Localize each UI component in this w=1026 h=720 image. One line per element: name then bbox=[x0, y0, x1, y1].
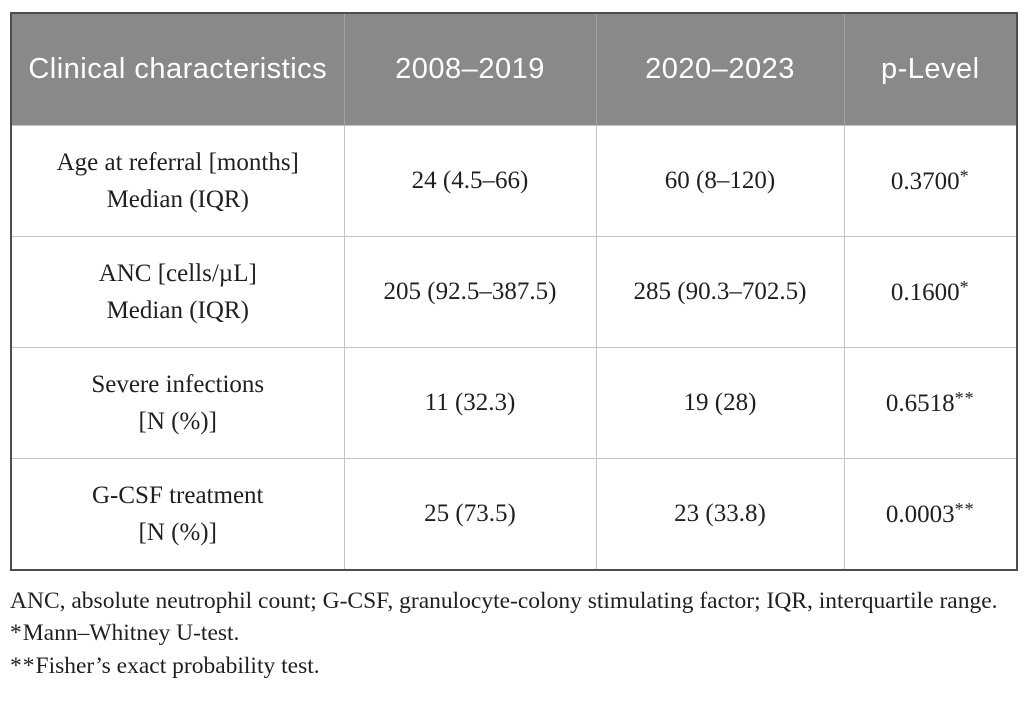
row-label-line1: G-CSF treatment bbox=[91, 481, 264, 509]
p-value-marker: * bbox=[959, 277, 970, 298]
footnote-mann-whitney: *Mann–Whitney U-test. bbox=[10, 617, 1016, 649]
table-row-age-at-referral: Age at referral [months] Median (IQR) 24… bbox=[10, 125, 1018, 237]
table-row-severe-infections: Severe infections [N (%)] 11 (32.3) 19 (… bbox=[10, 347, 1018, 459]
row-label-cell: Severe infections [N (%)] bbox=[10, 347, 345, 459]
p-value-marker: * bbox=[959, 166, 970, 187]
footnote-text: Mann–Whitney U-test. bbox=[22, 620, 240, 647]
value-cell-2020-2023: 60 (8–120) bbox=[595, 125, 845, 237]
header-period-2008-2019: 2008–2019 bbox=[343, 13, 596, 126]
value-cell-2008-2019: 25 (73.5) bbox=[343, 458, 597, 571]
row-label-line2: Median (IQR) bbox=[106, 186, 249, 213]
paper-table-figure: Clinical characteristics 2008–2019 2020–… bbox=[10, 12, 1018, 682]
p-value: 0.3700 bbox=[890, 167, 960, 195]
p-value-cell: 0.6518** bbox=[843, 347, 1018, 459]
table-body: Age at referral [months] Median (IQR) 24… bbox=[10, 125, 1018, 571]
row-label-line1: Severe infections bbox=[91, 370, 265, 398]
footnote-marker: ** bbox=[10, 652, 36, 679]
header-period-2020-2023: 2020–2023 bbox=[595, 13, 844, 126]
footnote-marker: * bbox=[10, 620, 23, 647]
table-header-row: Clinical characteristics 2008–2019 2020–… bbox=[11, 13, 1017, 126]
p-value: 0.1600 bbox=[890, 278, 960, 306]
table-header: Clinical characteristics 2008–2019 2020–… bbox=[11, 13, 1017, 126]
value-cell-2020-2023: 19 (28) bbox=[595, 347, 845, 459]
p-value-cell: 0.1600* bbox=[843, 236, 1018, 348]
table-row-gcsf-treatment: G-CSF treatment [N (%)] 25 (73.5) 23 (33… bbox=[10, 458, 1018, 571]
footnote-abbreviations: ANC, absolute neutrophil count; G-CSF, g… bbox=[10, 588, 998, 614]
row-label-line2: [N (%)] bbox=[138, 408, 217, 435]
p-value: 0.6518 bbox=[885, 389, 955, 417]
value-cell-2008-2019: 205 (92.5–387.5) bbox=[343, 236, 597, 348]
row-label-line1: Age at referral [months] bbox=[56, 148, 299, 176]
row-label-line2: Median (IQR) bbox=[106, 297, 249, 324]
row-label-cell: Age at referral [months] Median (IQR) bbox=[10, 125, 345, 237]
value-cell-2008-2019: 24 (4.5–66) bbox=[343, 125, 597, 237]
table-footnotes: ANC, absolute neutrophil count; G-CSF, g… bbox=[10, 585, 1016, 682]
value-cell-2020-2023: 285 (90.3–702.5) bbox=[595, 236, 845, 348]
value-cell-2020-2023: 23 (33.8) bbox=[595, 458, 845, 571]
row-label-line2: [N (%)] bbox=[138, 519, 217, 546]
p-value-cell: 0.3700* bbox=[843, 125, 1018, 237]
p-value-marker: ** bbox=[954, 499, 975, 520]
p-value-cell: 0.0003** bbox=[843, 458, 1018, 571]
clinical-characteristics-table: Clinical characteristics 2008–2019 2020–… bbox=[10, 12, 1018, 571]
value-cell-2008-2019: 11 (32.3) bbox=[343, 347, 597, 459]
p-value: 0.0003 bbox=[885, 500, 955, 528]
row-label-line1: ANC [cells/µL] bbox=[98, 259, 257, 287]
p-value-marker: ** bbox=[954, 388, 975, 409]
row-label-cell: ANC [cells/µL] Median (IQR) bbox=[10, 236, 345, 348]
footnote-text: Fisher’s exact probability test. bbox=[35, 652, 320, 679]
row-label-cell: G-CSF treatment [N (%)] bbox=[10, 458, 345, 571]
table-row-anc: ANC [cells/µL] Median (IQR) 205 (92.5–38… bbox=[10, 236, 1018, 348]
header-p-level: p-Level bbox=[843, 13, 1017, 126]
header-clinical-characteristics: Clinical characteristics bbox=[11, 13, 344, 126]
footnote-fisher: **Fisher’s exact probability test. bbox=[10, 650, 1016, 682]
